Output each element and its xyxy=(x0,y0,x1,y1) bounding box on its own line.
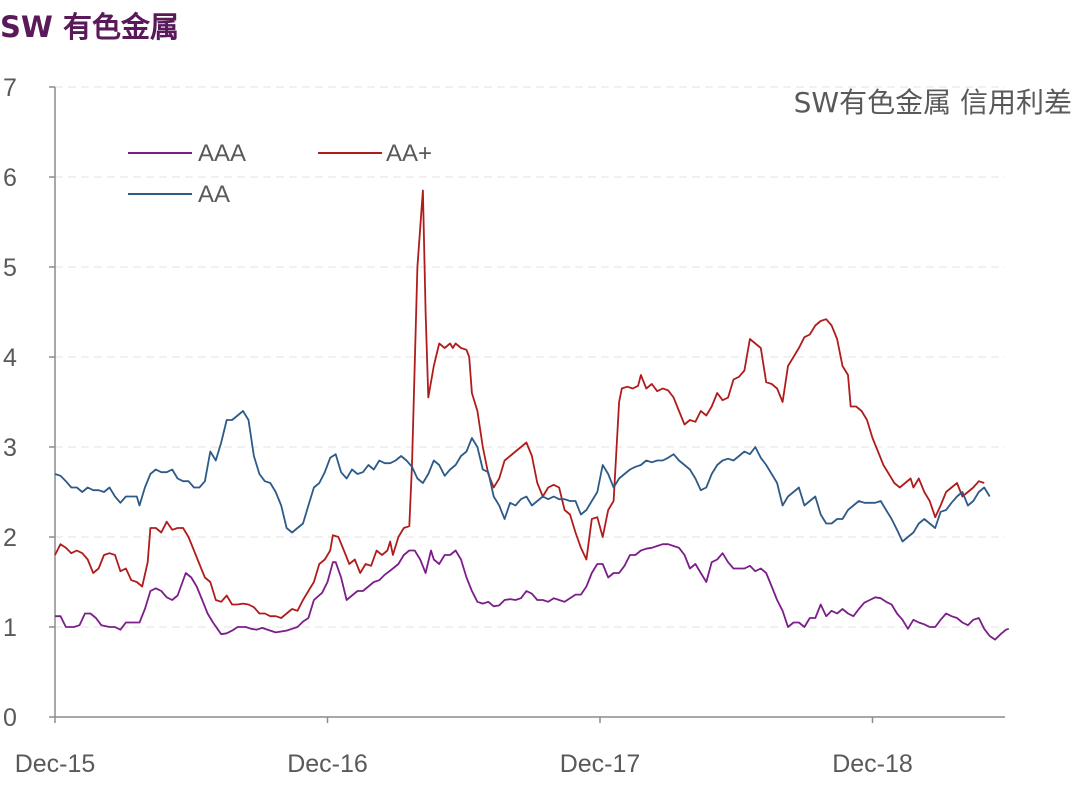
series-line-aaplus xyxy=(54,189,985,619)
y-tick-label: 2 xyxy=(3,524,17,552)
y-tick-label: 1 xyxy=(3,614,17,642)
series-lines xyxy=(54,189,1010,641)
axes xyxy=(54,87,1005,718)
x-tick-label: Dec-16 xyxy=(287,750,368,778)
page-title: SW 有色金属 xyxy=(0,10,179,44)
gridlines xyxy=(55,86,1005,628)
x-tick-label: Dec-15 xyxy=(15,750,96,778)
legend-label: AAA xyxy=(198,140,246,167)
legend-label: AA+ xyxy=(386,140,432,167)
y-tick-label: 0 xyxy=(3,704,17,732)
x-tick-label: Dec-18 xyxy=(832,750,913,778)
y-tick-label: 4 xyxy=(3,344,17,372)
y-tick-label: 5 xyxy=(3,254,17,282)
legend: AAA AA+ AA xyxy=(128,140,432,208)
chart-title: SW有色金属 信用利差 xyxy=(794,86,1072,119)
y-tick-label: 6 xyxy=(3,164,17,192)
y-tick-label: 3 xyxy=(3,434,17,462)
x-axis-ticks: Dec-15 Dec-16 Dec-17 Dec-18 xyxy=(15,717,913,778)
series-line-aaa xyxy=(55,543,1010,641)
series-line-aa xyxy=(54,410,991,543)
y-tick-label: 7 xyxy=(3,74,17,102)
legend-label: AA xyxy=(198,181,230,208)
x-tick-label: Dec-17 xyxy=(560,750,641,778)
y-axis-ticks: 0 1 2 3 4 5 6 7 xyxy=(3,74,55,732)
